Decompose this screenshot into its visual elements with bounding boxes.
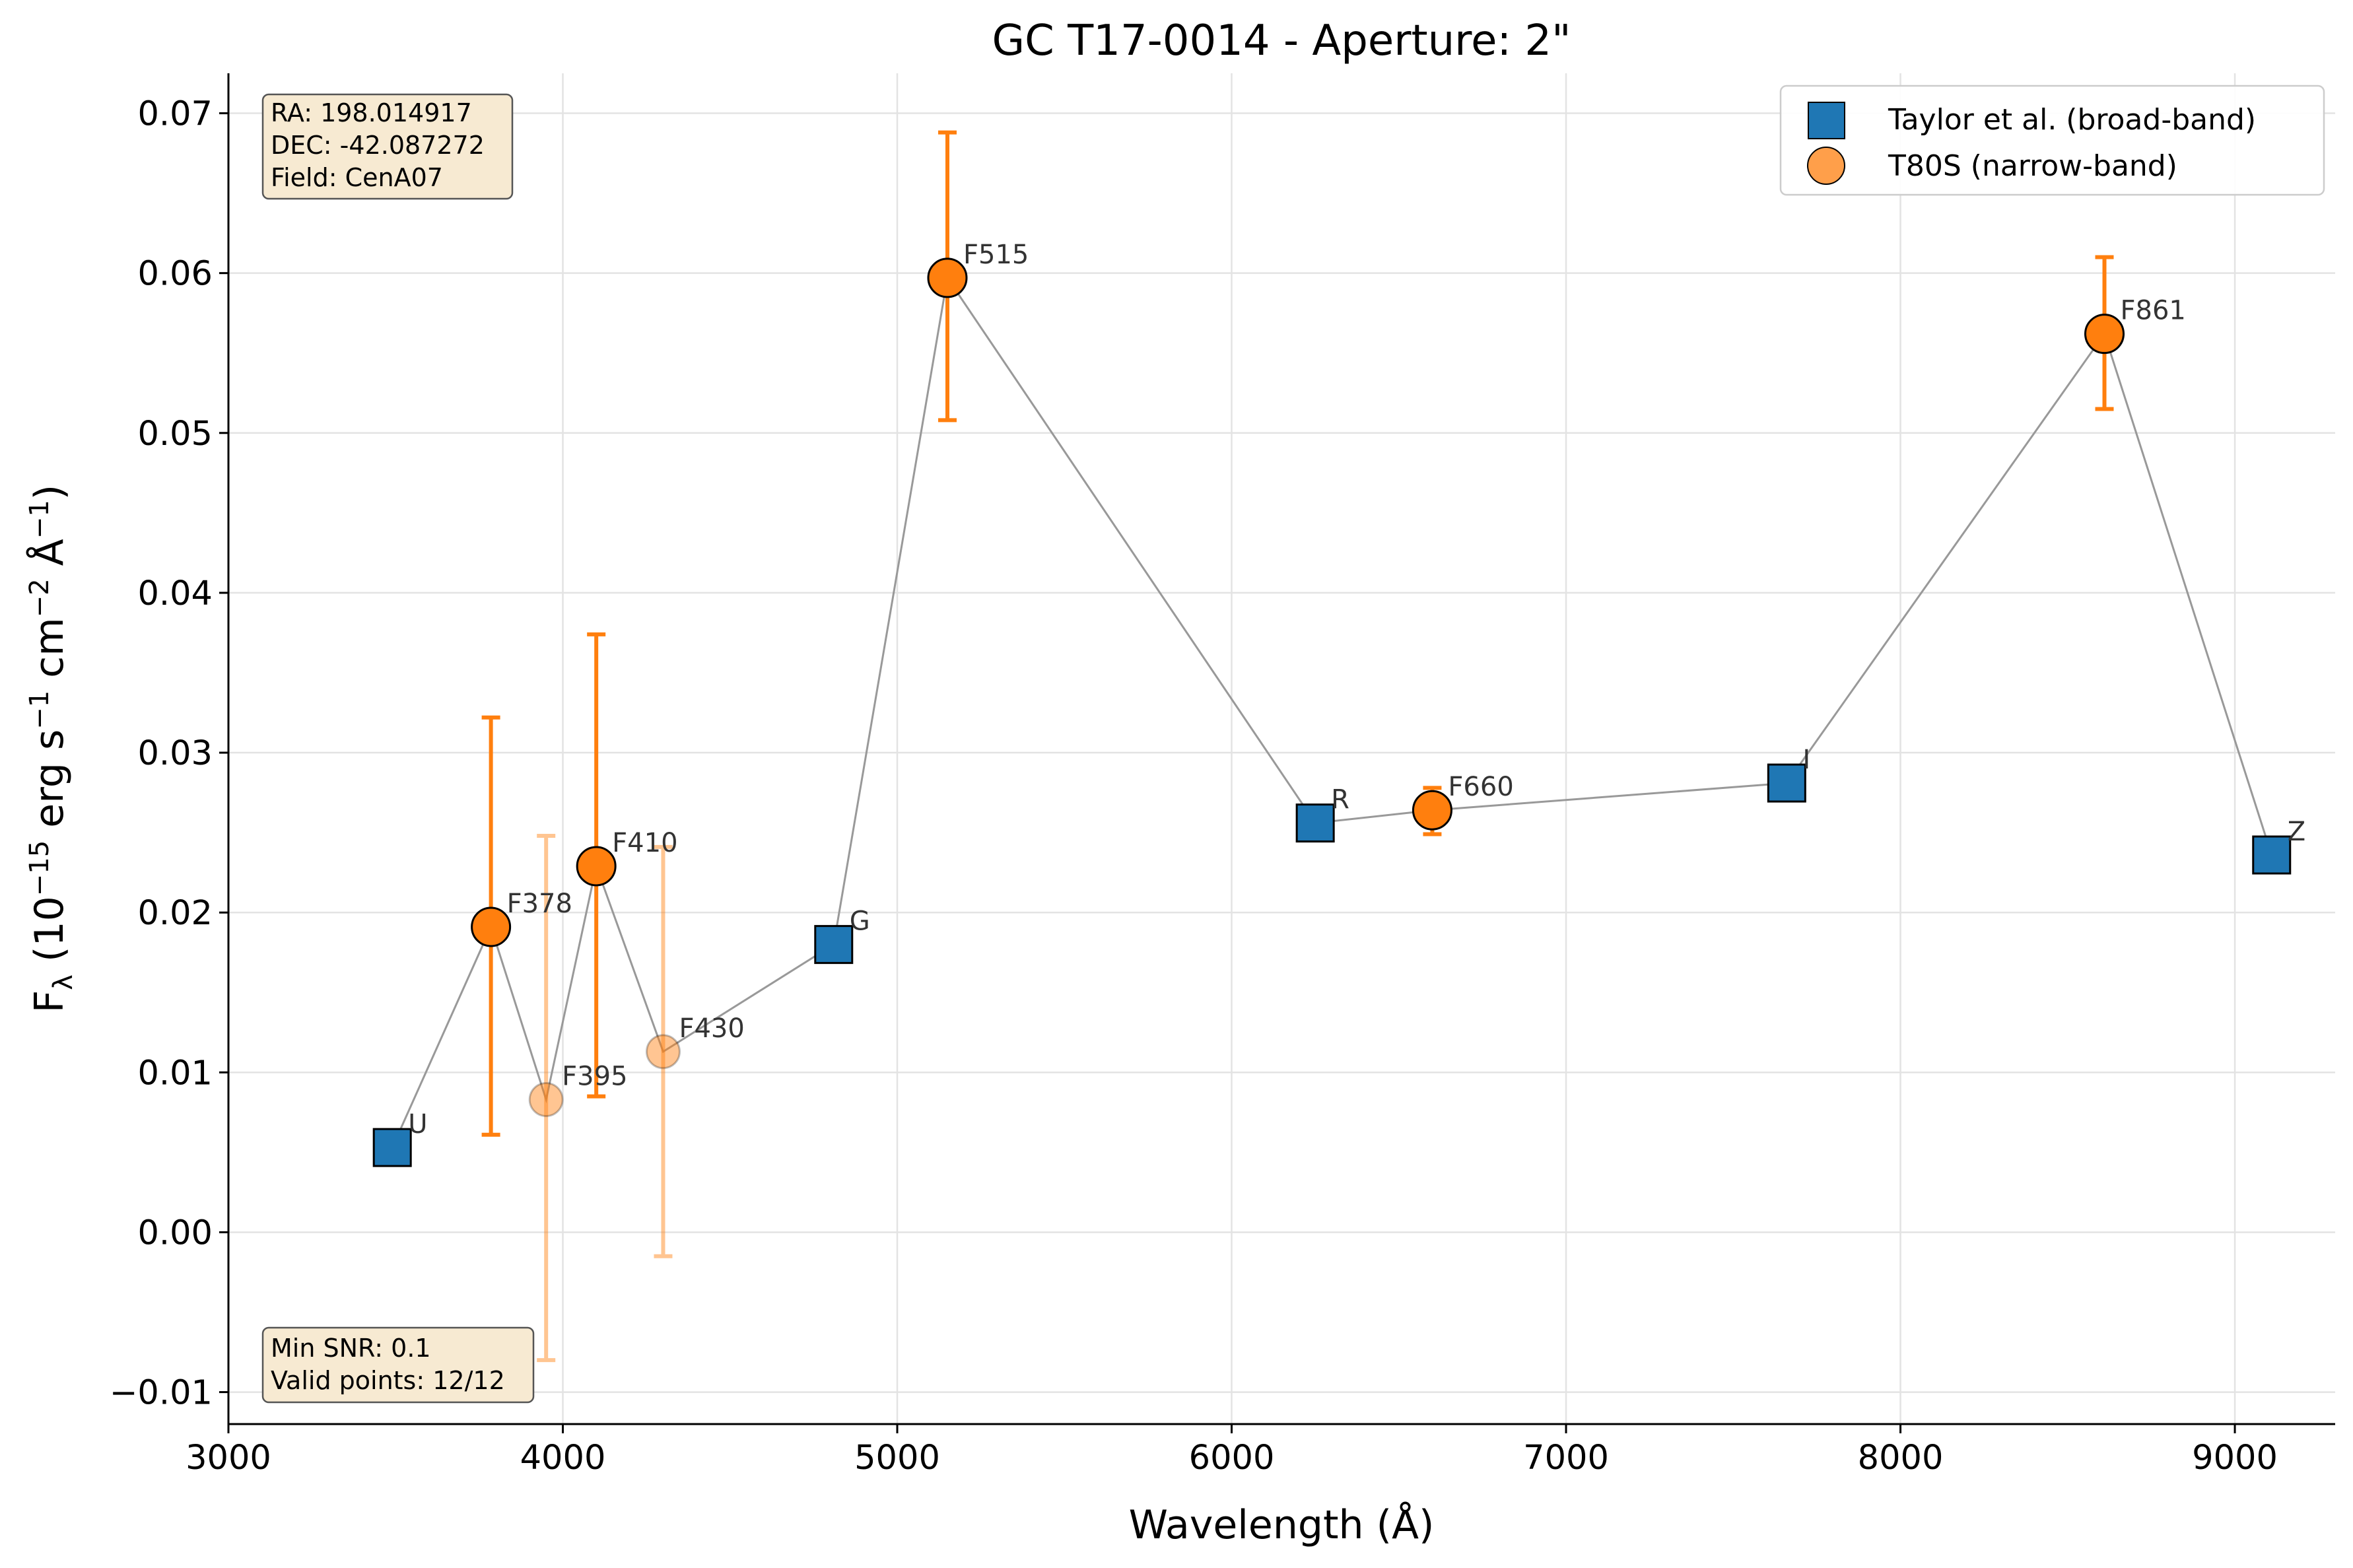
marker-f378 bbox=[471, 906, 512, 947]
x-tick-label: 5000 bbox=[854, 1439, 940, 1478]
marker-r bbox=[1295, 803, 1335, 843]
point-label-u: U bbox=[408, 1109, 427, 1140]
y-ticks: −0.01 0.00 0.01 0.02 0.03 0.04 0.05 0.06 0.07 bbox=[110, 95, 228, 1413]
y-tick-label: 0.06 bbox=[137, 255, 213, 294]
data-markers bbox=[372, 257, 2292, 1167]
marker-i bbox=[1767, 763, 1806, 803]
point-label-f515: F515 bbox=[963, 240, 1029, 270]
marker-f861 bbox=[2084, 314, 2125, 355]
axes bbox=[227, 73, 2335, 1425]
legend-label-broad-band: Taylor et al. (broad-band) bbox=[1888, 103, 2256, 137]
x-tick-label: 7000 bbox=[1523, 1439, 1609, 1478]
connecting-line-path bbox=[391, 275, 2273, 1148]
chart-title: GC T17-0014 - Aperture: 2" bbox=[992, 17, 1571, 65]
legend-label-narrow-band: T80S (narrow-band) bbox=[1888, 149, 2177, 183]
x-ticks: 3000 4000 5000 6000 7000 8000 9000 bbox=[186, 1424, 2278, 1478]
legend: Taylor et al. (broad-band) T80S (narrow-… bbox=[1779, 85, 2325, 196]
x-tick-label: 9000 bbox=[2192, 1439, 2278, 1478]
sed-connecting-line bbox=[391, 275, 2273, 1148]
info-box-coordinates: RA: 198.014917 DEC: -42.087272 Field: Ce… bbox=[261, 93, 514, 200]
point-label-f660: F660 bbox=[1448, 772, 1513, 802]
y-tick-label: 0.03 bbox=[137, 734, 213, 773]
point-label-f395: F395 bbox=[562, 1061, 627, 1091]
info-box-quality: Min SNR: 0.1 Valid points: 12/12 bbox=[261, 1326, 535, 1404]
info-field: Field: CenA07 bbox=[271, 163, 443, 192]
error-bar-f395 bbox=[537, 833, 556, 1363]
point-label-g: G bbox=[850, 906, 870, 937]
point-label-f430: F430 bbox=[679, 1013, 744, 1044]
marker-g bbox=[814, 925, 854, 965]
marker-f660 bbox=[1412, 790, 1452, 831]
error-bars bbox=[481, 130, 2114, 1363]
point-label-f410: F410 bbox=[612, 828, 677, 858]
x-tick-label: 6000 bbox=[1189, 1439, 1275, 1478]
point-label-r: R bbox=[1331, 785, 1349, 815]
y-tick-label: 0.02 bbox=[137, 894, 213, 933]
point-labels: U G R I Z F378 F395 F410 F430 F515 F660 F861 bbox=[408, 240, 2305, 1140]
marker-f395 bbox=[528, 1081, 564, 1117]
marker-z bbox=[2252, 835, 2292, 875]
marker-f410 bbox=[576, 846, 617, 887]
info-dec: DEC: -42.087272 bbox=[271, 131, 485, 160]
y-axis-label: Fλ (10−15 erg s−1 cm−2 Å−1) bbox=[24, 485, 79, 1013]
info-ra: RA: 198.014917 bbox=[271, 98, 472, 127]
error-bar-f430 bbox=[654, 844, 673, 1258]
point-label-i: I bbox=[1802, 745, 1810, 775]
info-valid-points: Valid points: 12/12 bbox=[271, 1366, 505, 1395]
grid-lines bbox=[227, 73, 2335, 1424]
x-axis-label: Wavelength (Å) bbox=[1129, 1501, 1435, 1548]
y-tick-label: 0.07 bbox=[137, 95, 213, 134]
x-tick-label: 8000 bbox=[1858, 1439, 1944, 1478]
y-tick-label: 0.00 bbox=[137, 1213, 213, 1252]
point-label-f861: F861 bbox=[2121, 296, 2186, 326]
marker-f515 bbox=[927, 257, 968, 298]
info-min-snr: Min SNR: 0.1 bbox=[271, 1334, 431, 1363]
y-tick-label: 0.05 bbox=[137, 415, 213, 454]
y-tick-label: 0.04 bbox=[137, 574, 213, 613]
x-tick-label: 4000 bbox=[520, 1439, 606, 1478]
y-tick-label: −0.01 bbox=[110, 1374, 213, 1413]
y-tick-label: 0.01 bbox=[137, 1054, 213, 1093]
marker-f430 bbox=[645, 1034, 681, 1070]
marker-u bbox=[372, 1128, 412, 1167]
point-label-f378: F378 bbox=[507, 889, 572, 919]
point-label-z: Z bbox=[2288, 817, 2305, 847]
legend-marker-narrow-band bbox=[1807, 147, 1845, 185]
x-tick-label: 3000 bbox=[186, 1439, 271, 1478]
legend-marker-broad-band bbox=[1808, 102, 1845, 139]
